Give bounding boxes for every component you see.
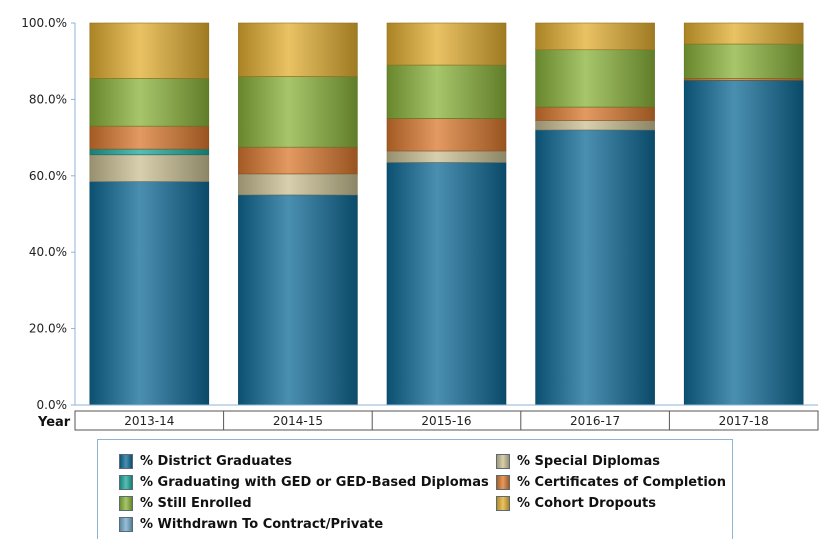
bar-segment (683, 43, 804, 79)
bar-segment (238, 146, 358, 175)
bar-segment (535, 106, 655, 121)
legend-swatch (496, 453, 510, 469)
bar-segment (535, 120, 655, 131)
y-tick-label: 20.0% (29, 322, 67, 336)
legend-item: % Withdrawn To Contract/Private (119, 515, 383, 533)
legend-label: % Special Diplomas (517, 453, 660, 469)
bar-segment (683, 80, 804, 406)
bar-segment (386, 118, 507, 152)
legend-swatch (119, 516, 133, 532)
legend-item: % Cohort Dropouts (496, 494, 656, 512)
x-tick-label: 2014-15 (273, 414, 323, 428)
bar-segment (535, 49, 655, 108)
y-tick-label: 0.0% (37, 398, 68, 412)
legend-item: % Still Enrolled (119, 494, 252, 512)
bar-segment (238, 194, 358, 406)
bar-segment (238, 173, 358, 196)
legend-label: % Cohort Dropouts (517, 495, 656, 511)
legend-label: % Withdrawn To Contract/Private (140, 516, 384, 532)
bar-segment (386, 22, 507, 66)
legend-item: % Graduating with GED or GED-Based Diplo… (119, 473, 489, 491)
bar-segment (89, 181, 210, 406)
legend: % District Graduates % Special Diplomas % … (97, 439, 733, 539)
bar-segment (683, 22, 804, 45)
legend-label: % Still Enrolled (140, 495, 252, 511)
x-tick-label: 2016-17 (570, 414, 620, 428)
legend-label: % Certificates of Completion (517, 474, 726, 490)
legend-item: % District Graduates (119, 452, 292, 470)
legend-item: % Certificates of Completion (496, 473, 726, 491)
legend-swatch (119, 453, 133, 469)
x-tick-label: 2013-14 (124, 414, 174, 428)
legend-swatch (496, 474, 510, 490)
y-axis: 0.0% 20.0% 40.0% 60.0% 80.0% 100.0% (21, 16, 76, 412)
x-tick-label: 2017-18 (719, 414, 769, 428)
y-tick-label: 100.0% (21, 16, 67, 30)
x-tick-label: 2015-16 (421, 414, 471, 428)
bar-segment (386, 64, 507, 119)
bar-segment (386, 150, 507, 163)
stacked-bar-chart: 0.0% 20.0% 40.0% 60.0% 80.0% 100.0% Year 2013-… (21, 16, 819, 431)
legend-swatch (496, 495, 510, 511)
bar-segment (535, 22, 655, 51)
bar-segment (535, 129, 655, 406)
y-tick-label: 40.0% (29, 245, 67, 259)
legend-swatch (119, 474, 133, 490)
bar-segment (89, 125, 210, 150)
legend-label: % Graduating with GED or GED-Based Diplo… (140, 474, 489, 490)
legend-swatch (119, 495, 133, 511)
bar-segment (89, 148, 210, 156)
y-tick-label: 80.0% (29, 92, 67, 106)
bar-segment (89, 22, 210, 79)
bar-segment (89, 78, 210, 127)
legend-label: % District Graduates (140, 453, 293, 469)
legend-item: % Special Diplomas (496, 452, 660, 470)
bar-segment (386, 162, 507, 406)
plot-area (89, 22, 804, 406)
bar-segment (89, 154, 210, 182)
bar-segment (238, 76, 358, 148)
x-axis-title: Year (37, 415, 71, 430)
bar-segment (238, 22, 358, 77)
y-tick-label: 60.0% (29, 169, 67, 183)
x-axis: Year 2013-14 2014-15 2015-16 2016-17 2017-18 (37, 404, 819, 431)
category-row (74, 410, 819, 431)
